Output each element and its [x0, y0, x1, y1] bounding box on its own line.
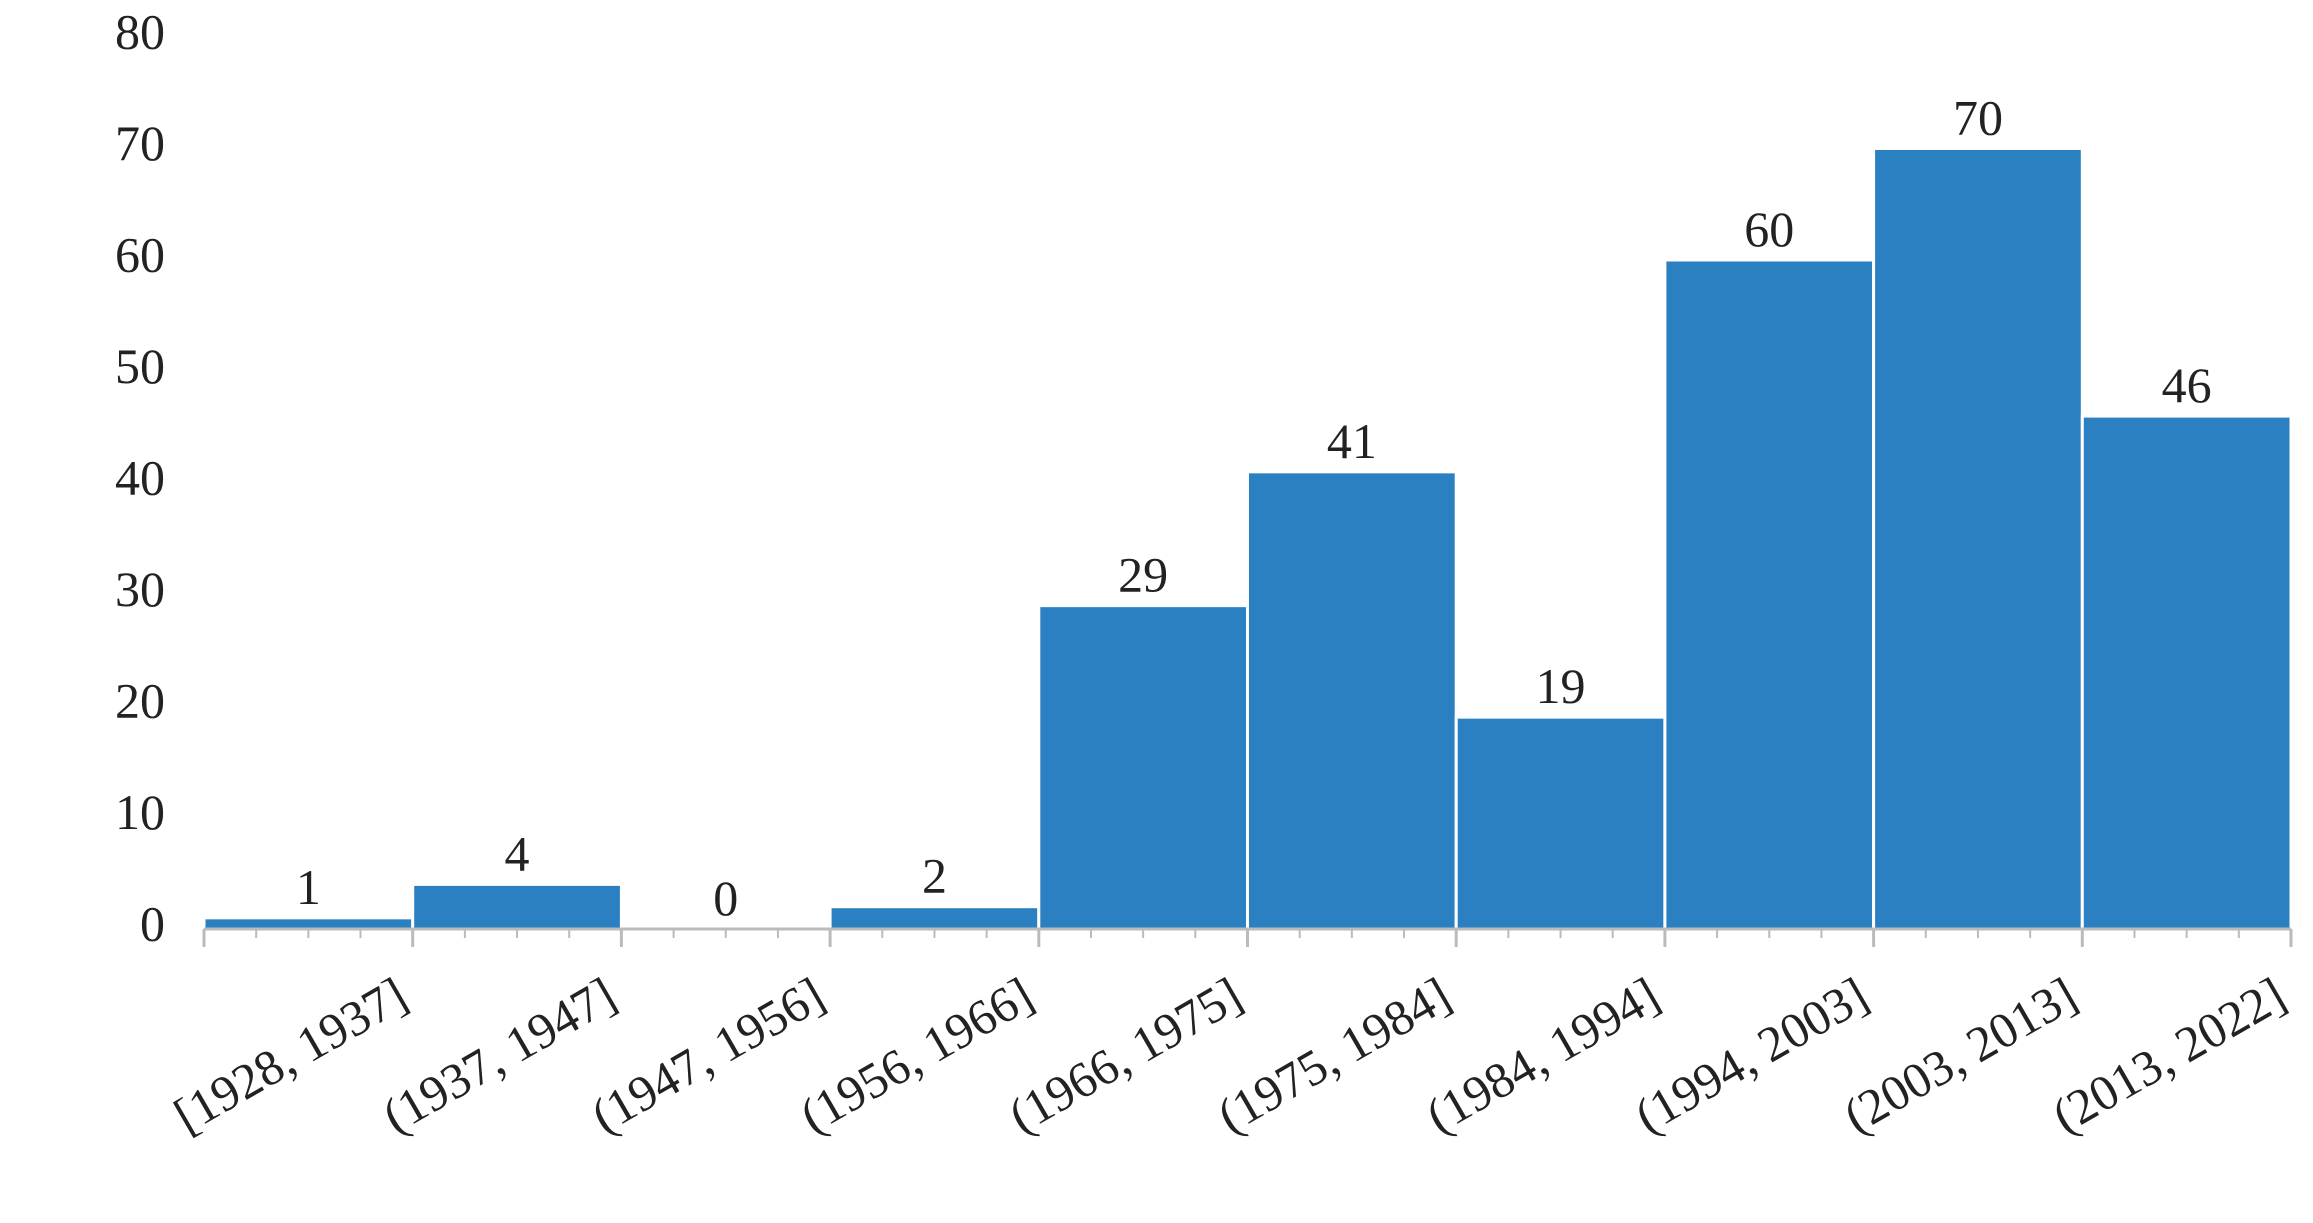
bar [828, 905, 1041, 931]
bar [411, 882, 623, 931]
y-tick-label: 20 [115, 672, 165, 728]
y-tick-label: 40 [115, 449, 165, 505]
bar [202, 916, 415, 931]
x-tick-label: (1937, 1947] [373, 966, 625, 1144]
x-tick-label: [1928, 1937] [164, 966, 416, 1144]
x-tick-label: (1984, 1994] [1417, 966, 1669, 1144]
value-label: 29 [1118, 547, 1168, 603]
x-tick-label: (1975, 1984] [1208, 966, 1460, 1144]
bar [1872, 147, 2084, 931]
bar [1246, 470, 1458, 931]
x-tick-label: (1956, 1966] [791, 966, 1043, 1144]
x-tick-label: (1947, 1956] [582, 966, 834, 1144]
y-tick-label: 10 [115, 784, 165, 840]
x-tick-label: (1994, 2003] [1625, 966, 1877, 1144]
value-label: 70 [1953, 90, 2003, 146]
bar [1454, 715, 1667, 931]
value-label: 0 [713, 870, 738, 926]
y-tick-label: 0 [140, 895, 165, 951]
bar [1663, 258, 1876, 931]
bar [2080, 414, 2293, 931]
bar [1037, 604, 1250, 931]
y-tick-label: 50 [115, 338, 165, 394]
x-tick-label: (2003, 2013] [1834, 966, 2086, 1144]
x-tick-label: (1966, 1975] [999, 966, 1251, 1144]
y-tick-label: 60 [115, 226, 165, 282]
value-label: 2 [922, 848, 947, 904]
value-label: 41 [1327, 413, 1377, 469]
value-label: 4 [505, 825, 530, 881]
value-label: 19 [1536, 658, 1586, 714]
x-tick-label: (2013, 2022] [2043, 966, 2295, 1144]
y-tick-label: 70 [115, 115, 165, 171]
value-label: 46 [2162, 357, 2212, 413]
y-tick-label: 80 [115, 3, 165, 59]
y-tick-label: 30 [115, 561, 165, 617]
value-label: 1 [296, 859, 321, 915]
value-label: 60 [1744, 201, 1794, 257]
